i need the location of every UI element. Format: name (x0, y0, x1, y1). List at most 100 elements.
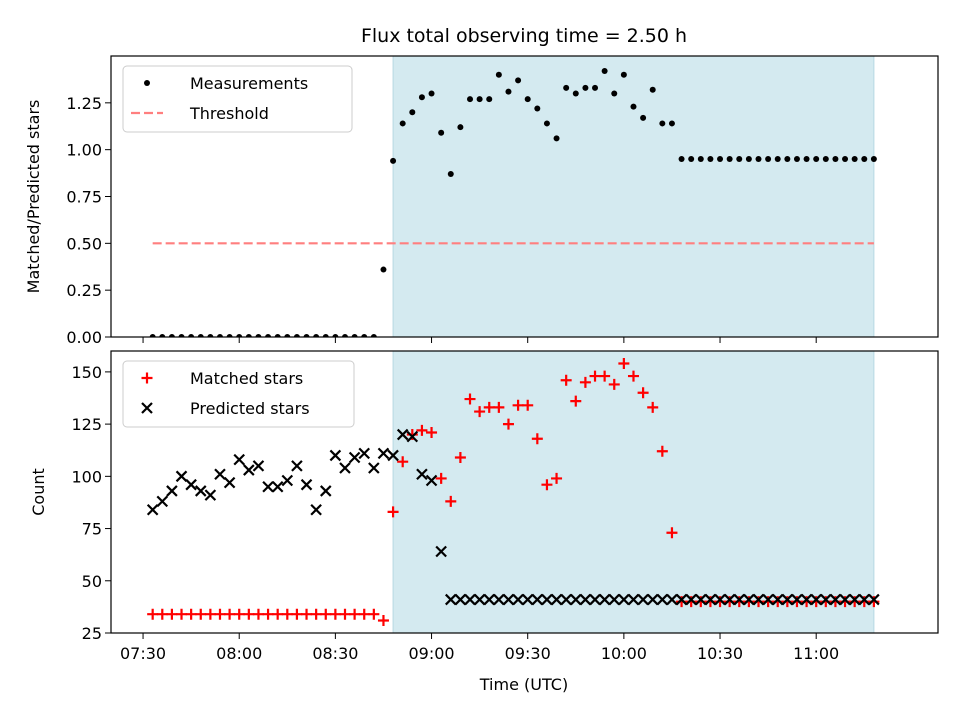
data-point (848, 593, 861, 606)
data-point (214, 608, 226, 620)
data-point (486, 96, 493, 103)
data-point (464, 593, 476, 606)
data-point (832, 156, 839, 163)
y-tick-label: 75 (82, 520, 102, 539)
data-point (444, 593, 457, 606)
data-point (774, 156, 781, 163)
data-point (454, 452, 466, 464)
legend-marker (141, 372, 153, 384)
data-point (300, 478, 313, 491)
data-point (707, 156, 714, 163)
data-point (310, 608, 322, 620)
data-point (361, 334, 368, 337)
data-point (349, 608, 361, 620)
y-tick-label: 0.75 (66, 188, 102, 207)
y-tick-label: 25 (82, 624, 102, 643)
data-point (551, 472, 563, 484)
y-tick-label: 0.25 (66, 281, 102, 300)
series-matched-stars (147, 358, 880, 626)
data-point (175, 470, 188, 483)
observing-window (392, 350, 875, 634)
data-point (464, 393, 476, 405)
data-point (743, 596, 755, 608)
data-point (752, 593, 765, 606)
data-point (550, 593, 563, 606)
observing-window (392, 55, 875, 338)
x-tick-label: 09:00 (408, 644, 454, 663)
data-point (618, 593, 630, 606)
data-point (409, 109, 416, 116)
data-point (791, 593, 803, 606)
data-point (695, 596, 707, 608)
legend-box (122, 360, 355, 428)
data-point (397, 456, 409, 468)
series-predicted-stars (146, 428, 880, 606)
data-point (820, 596, 832, 608)
data-point (820, 593, 832, 606)
data-point (697, 156, 704, 163)
data-point (293, 334, 300, 337)
data-point (156, 495, 169, 508)
plot-frame (110, 350, 939, 634)
data-point (627, 370, 639, 382)
data-point (188, 334, 195, 337)
data-point (380, 266, 387, 273)
chart-title: Flux total observing time = 2.50 h (361, 25, 687, 47)
data-point (771, 593, 784, 606)
data-point (223, 476, 236, 489)
data-point (630, 103, 637, 110)
data-point (608, 378, 620, 390)
data-point (149, 334, 156, 337)
data-point (147, 608, 159, 620)
data-point (656, 593, 669, 606)
legend-label: Matched stars (190, 369, 303, 388)
data-point (522, 399, 534, 411)
data-point (849, 596, 861, 608)
legend-marker (144, 80, 150, 86)
data-point (563, 84, 570, 91)
data-point (726, 156, 733, 163)
data-point (560, 374, 572, 386)
data-point (502, 593, 515, 606)
data-point (185, 478, 197, 491)
data-point (868, 593, 880, 606)
data-point (284, 334, 291, 337)
data-point (262, 608, 274, 620)
data-point (329, 608, 341, 620)
data-point (370, 334, 377, 337)
data-point (868, 596, 880, 608)
data-point (572, 90, 579, 97)
data-point (822, 156, 829, 163)
data-point (255, 334, 262, 337)
data-point (358, 608, 370, 620)
x-tick-label: 08:00 (216, 644, 262, 663)
y-tick-label: 0.50 (66, 234, 102, 253)
data-point (842, 156, 849, 163)
data-point (204, 489, 217, 501)
data-point (829, 596, 841, 608)
data-point (678, 156, 685, 163)
data-point (829, 593, 842, 606)
x-axis-label: Time (UTC) (479, 675, 568, 694)
data-point (425, 474, 438, 487)
data-point (736, 156, 743, 163)
data-point (483, 593, 496, 606)
data-point (512, 593, 524, 606)
data-point (252, 460, 265, 472)
data-point (313, 334, 320, 337)
data-point (803, 156, 810, 163)
data-point (291, 608, 303, 620)
data-point (637, 593, 649, 606)
data-point (772, 596, 784, 608)
data-point (512, 399, 524, 411)
data-point (762, 596, 774, 608)
y-tick-label: 0.00 (66, 328, 102, 347)
data-point (570, 395, 582, 407)
data-point (601, 67, 608, 74)
legend-label: Measurements (190, 74, 308, 93)
data-point (291, 460, 303, 472)
data-point (675, 593, 688, 606)
data-point (416, 424, 428, 436)
data-point (640, 114, 647, 121)
data-point (714, 596, 726, 608)
